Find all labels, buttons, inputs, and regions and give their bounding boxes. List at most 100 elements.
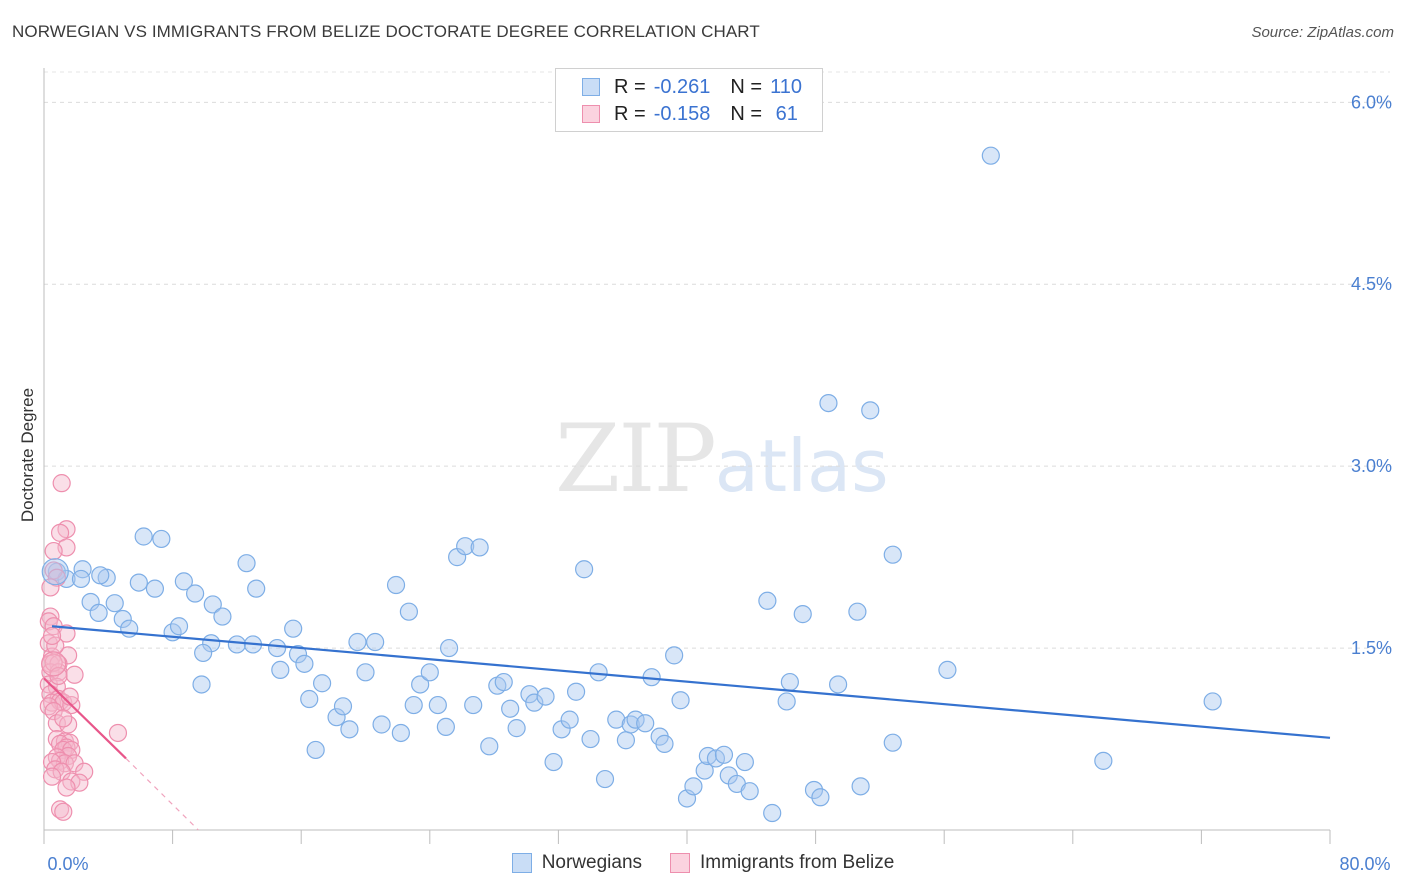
belize-point [42, 767, 62, 786]
source-credit: Source: ZipAtlas.com [1251, 24, 1394, 41]
legend-n-label: N = [730, 102, 763, 125]
norwegian-point [695, 761, 714, 780]
norwegian-point [145, 579, 165, 598]
norwegian-point [267, 638, 287, 658]
norwegian-point [120, 619, 139, 638]
norwegian-point [129, 573, 148, 592]
norwegian-point [306, 740, 325, 760]
legend-r-value: -0.261 [653, 75, 711, 98]
norwegian-point [793, 605, 812, 624]
legend-swatch-belize [582, 105, 600, 123]
norwegian-point [41, 558, 69, 586]
norwegian-point [501, 699, 520, 718]
norwegian-point [399, 602, 419, 621]
norwegian-point [91, 566, 110, 585]
norwegian-point [607, 710, 626, 729]
belize-point [57, 624, 76, 643]
norwegian-point [735, 752, 754, 772]
norwegian-point [480, 737, 499, 756]
norwegian-point [671, 691, 690, 710]
norwegian-point [780, 672, 799, 692]
norwegian-point [714, 745, 734, 764]
norwegian-point [981, 146, 1000, 165]
norwegian-point [366, 632, 385, 652]
belize-point [47, 568, 66, 587]
legend-r-value: -0.158 [653, 102, 711, 125]
watermark-zip: ZIP [555, 405, 717, 514]
norwegian-point [581, 729, 600, 749]
y-tick-label: 6.0% [1351, 92, 1392, 112]
norwegian-point [470, 538, 489, 557]
norwegian-point [288, 645, 308, 664]
norwegian-point [348, 632, 367, 652]
norwegian-point [494, 672, 513, 692]
norwegian-point [428, 695, 447, 715]
legend-swatch-norwegians [582, 78, 600, 96]
norwegian-point [89, 603, 108, 623]
belize-point [41, 651, 67, 677]
legend-r-label: R = [614, 102, 646, 125]
norwegian-point [626, 710, 645, 729]
norwegian-point [758, 591, 777, 610]
norwegian-point [372, 715, 391, 734]
norwegian-point [861, 401, 880, 420]
norwegian-point [71, 569, 91, 589]
norwegian-point [152, 529, 171, 549]
norwegian-point [763, 803, 782, 823]
legend-item-norwegians[interactable]: Norwegians [511, 852, 642, 874]
belize-point [57, 778, 76, 797]
norwegian-point [356, 663, 375, 682]
norwegian-point [544, 752, 563, 772]
belize-point [42, 626, 62, 646]
belize-point [41, 578, 60, 597]
norwegian-point [237, 554, 256, 573]
belize-point [54, 802, 73, 821]
legend-swatch-norwegians [511, 853, 532, 873]
norwegian-point [386, 575, 406, 595]
y-tick-label: 1.5% [1351, 638, 1392, 658]
norwegian-point [636, 714, 655, 733]
norwegian-point [327, 708, 346, 727]
y-tick-label: 3.0% [1351, 456, 1392, 476]
norwegian-point [439, 638, 459, 658]
norwegian-point [295, 654, 314, 673]
tick-labels: 1.5% 3.0% 4.5% 6.0% 0.0% 80.0% Doctorate Degre… [18, 92, 1392, 874]
legend-item-belize[interactable]: Immigrants from Belize [670, 852, 894, 874]
norwegian-point [777, 692, 796, 711]
norwegian-point [507, 719, 526, 738]
norwegian-point [464, 695, 483, 715]
legend-r-label: R = [614, 75, 646, 98]
norwegian-point [420, 663, 439, 682]
belize-point [60, 733, 79, 752]
norwegian-point [566, 682, 586, 701]
belize-trendline-extension [125, 758, 199, 831]
norwegian-point [411, 675, 430, 694]
points-layer [39, 146, 1222, 823]
trendlines [43, 625, 1331, 831]
norwegian-point [595, 769, 615, 789]
norwegian-point [456, 537, 475, 556]
belize-point [46, 636, 65, 655]
norwegian-point [333, 697, 353, 716]
norwegian-point [213, 607, 232, 626]
norwegian-point [227, 635, 246, 654]
norwegian-point [186, 584, 205, 603]
norwegian-point [851, 777, 870, 796]
norwegian-point [811, 788, 830, 807]
norwegian-point [192, 675, 211, 694]
norwegian-point [883, 545, 902, 564]
norwegian-point [938, 660, 957, 680]
norwegian-point [247, 579, 266, 598]
norwegian-trendline [51, 625, 1331, 739]
legend-swatch-belize [670, 853, 691, 873]
belize-point [44, 541, 63, 561]
norwegian-point [616, 731, 636, 750]
norwegian-point [194, 643, 213, 663]
watermark: ZIPatlas [555, 405, 889, 514]
norwegian-point [340, 720, 359, 739]
norwegian-point [113, 609, 132, 629]
norwegian-point [575, 560, 594, 579]
x-tick-label-min: 0.0% [47, 854, 88, 874]
norwegian-point [203, 595, 222, 614]
norwegian-point [1203, 692, 1222, 711]
